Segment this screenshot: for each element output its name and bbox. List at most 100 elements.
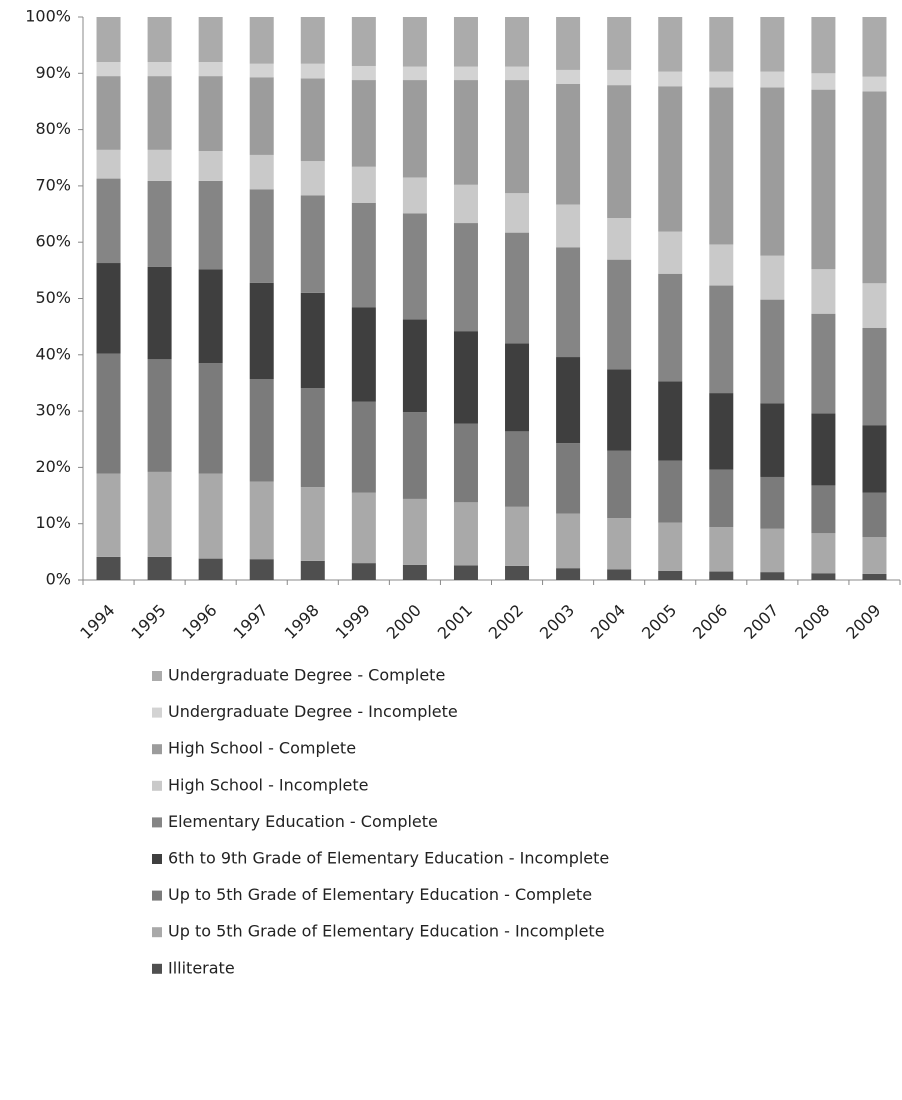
bar-segment bbox=[709, 571, 734, 580]
x-tick-label: 2001 bbox=[434, 601, 476, 643]
bar-segment bbox=[658, 71, 683, 87]
bar-segment bbox=[505, 193, 530, 233]
bar-segment bbox=[811, 413, 836, 486]
bar-segment bbox=[198, 150, 223, 181]
bar-segment bbox=[249, 559, 274, 580]
bar-segment bbox=[147, 76, 172, 150]
bar-segment bbox=[300, 388, 325, 488]
bar-segment bbox=[862, 537, 887, 574]
bar-segment bbox=[249, 282, 274, 380]
bar-segment bbox=[556, 69, 581, 84]
bar-segment bbox=[96, 473, 121, 557]
bar-segment bbox=[402, 17, 427, 67]
bar-segment bbox=[351, 401, 376, 493]
bar-segment bbox=[351, 65, 376, 81]
x-tick-label: 2004 bbox=[587, 601, 629, 643]
bar-segment bbox=[862, 91, 887, 284]
bar-segment bbox=[862, 573, 887, 580]
bar-segment bbox=[453, 17, 478, 67]
y-tick-label: 40% bbox=[35, 344, 71, 363]
bar-segment bbox=[709, 469, 734, 528]
bar-segment bbox=[402, 66, 427, 81]
bar-segment bbox=[198, 62, 223, 77]
bar-segment bbox=[658, 17, 683, 72]
legend-swatch bbox=[152, 707, 162, 718]
bar-segment bbox=[607, 85, 632, 218]
x-tick-label: 2007 bbox=[740, 601, 782, 643]
bar-segment bbox=[862, 492, 887, 538]
bar-segment bbox=[402, 564, 427, 580]
y-tick-label: 20% bbox=[35, 457, 71, 476]
legend-label: High School - Incomplete bbox=[168, 775, 369, 794]
bar-segment bbox=[658, 570, 683, 580]
bar-segment bbox=[709, 244, 734, 286]
bar-segment bbox=[402, 177, 427, 214]
x-tick-label: 1995 bbox=[127, 601, 169, 643]
bar-segment bbox=[607, 450, 632, 519]
bar-segment bbox=[556, 443, 581, 514]
bar-segment bbox=[862, 425, 887, 493]
y-tick-label: 10% bbox=[35, 513, 71, 532]
legend-swatch bbox=[152, 890, 162, 901]
bar-segment bbox=[505, 506, 530, 566]
bar-segment bbox=[147, 149, 172, 181]
bar-segment bbox=[811, 17, 836, 74]
bar-segment bbox=[505, 431, 530, 507]
bar-segment bbox=[198, 17, 223, 63]
bar-segment bbox=[402, 412, 427, 499]
bar-segment bbox=[811, 573, 836, 580]
bar-segment bbox=[556, 17, 581, 70]
x-tick-label: 1994 bbox=[76, 601, 118, 643]
y-tick-label: 80% bbox=[35, 119, 71, 138]
bar-segment bbox=[760, 299, 785, 404]
bar-segment bbox=[862, 327, 887, 426]
bar-segment bbox=[556, 513, 581, 569]
bar-segment bbox=[198, 180, 223, 270]
x-tick-label: 2005 bbox=[638, 601, 680, 643]
legend-swatch bbox=[152, 671, 162, 681]
bar-segment bbox=[607, 69, 632, 86]
bar-segment bbox=[658, 86, 683, 232]
bar-segment bbox=[96, 17, 121, 63]
legend-label: Up to 5th Grade of Elementary Education … bbox=[168, 885, 592, 904]
bar-segment bbox=[709, 527, 734, 572]
bar-segment bbox=[709, 87, 734, 245]
bar-segment bbox=[351, 563, 376, 580]
bar-segment bbox=[300, 560, 325, 580]
bar-segment bbox=[300, 63, 325, 79]
bar-segment bbox=[709, 71, 734, 88]
bar-segment bbox=[96, 62, 121, 77]
bar-segment bbox=[760, 17, 785, 72]
y-tick-label: 50% bbox=[35, 288, 71, 307]
bar-segment bbox=[249, 77, 274, 155]
bar-segment bbox=[96, 556, 121, 580]
bar-segment bbox=[249, 481, 274, 560]
x-tick-label: 2002 bbox=[485, 601, 527, 643]
bar-segment bbox=[811, 533, 836, 574]
bar-segment bbox=[760, 255, 785, 300]
bar-segment bbox=[453, 223, 478, 332]
bar-segment bbox=[607, 369, 632, 451]
bar-segment bbox=[607, 17, 632, 70]
legend-label: Undergraduate Degree - Incomplete bbox=[168, 702, 458, 721]
bar-segment bbox=[96, 149, 121, 179]
bar-segment bbox=[249, 63, 274, 78]
x-tick-label: 1998 bbox=[281, 601, 323, 643]
bar-segment bbox=[249, 154, 274, 190]
bar-segment bbox=[862, 76, 887, 92]
legend-swatch bbox=[152, 927, 162, 938]
bar-segment bbox=[811, 89, 836, 270]
bar-segment bbox=[402, 498, 427, 565]
x-tick-label: 2006 bbox=[689, 601, 731, 643]
x-tick-label: 2008 bbox=[791, 601, 833, 643]
bar-segment bbox=[198, 76, 223, 151]
bar-segment bbox=[402, 80, 427, 178]
legend-swatch bbox=[152, 963, 162, 974]
bar-segment bbox=[760, 71, 785, 88]
bar-segment bbox=[249, 17, 274, 64]
bar-segment bbox=[453, 423, 478, 503]
bar-segment bbox=[96, 263, 121, 354]
bar-segment bbox=[658, 522, 683, 571]
bar-segment bbox=[147, 266, 172, 360]
bar-segment bbox=[556, 83, 581, 205]
